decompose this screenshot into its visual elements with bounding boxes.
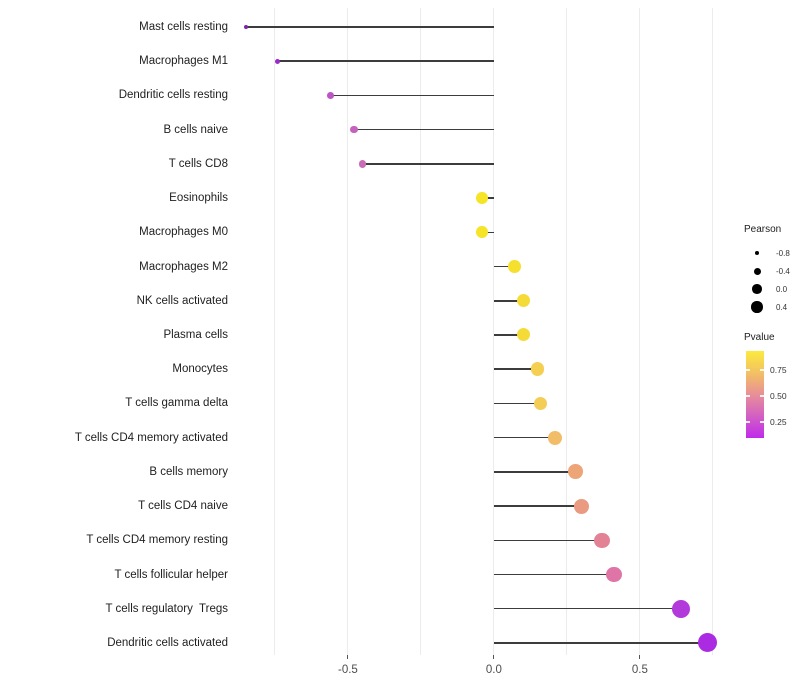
lollipop-dot <box>516 294 530 308</box>
lollipop-dot <box>476 226 489 239</box>
lollipop-dot <box>476 192 489 204</box>
gridline-x <box>566 8 568 655</box>
lollipop-stem <box>362 163 494 165</box>
size-legend-label: -0.4 <box>776 266 790 276</box>
y-axis-category-label: Plasma cells <box>163 328 228 341</box>
y-axis-category-label: Monocytes <box>172 363 228 376</box>
gridline-x <box>274 8 276 655</box>
pvalue-colorbar <box>746 351 764 438</box>
size-legend-dot <box>752 284 762 294</box>
size-legend-dot <box>755 251 759 255</box>
lollipop-dot <box>594 532 610 549</box>
lollipop-dot <box>671 599 690 618</box>
y-axis-category-label: Macrophages M2 <box>139 260 228 273</box>
colorbar-tick <box>746 369 750 372</box>
size-legend-dot <box>751 301 763 313</box>
lollipop-stem <box>493 265 515 268</box>
y-axis-category-label: T cells CD4 naive <box>138 500 228 513</box>
colorbar-tick-label: 0.25 <box>770 417 787 428</box>
y-axis-category-label: Mast cells resting <box>139 21 228 33</box>
y-axis-category-label: T cells follicular helper <box>114 568 228 581</box>
colorbar-tick <box>746 421 750 424</box>
x-axis-tick <box>493 655 495 659</box>
lollipop-stem <box>330 94 494 97</box>
gridline-x <box>712 8 714 655</box>
size-legend-dot <box>753 267 761 275</box>
y-axis-category-label: B cells memory <box>149 465 228 478</box>
lollipop-dot <box>516 328 530 342</box>
colorbar-tick-label: 0.50 <box>770 391 787 402</box>
lollipop-stem <box>493 573 614 576</box>
lollipop-dot <box>574 498 589 514</box>
lollipop-stem <box>493 402 541 405</box>
size-legend-entry: 0.0 <box>744 280 787 298</box>
x-axis-tick-label: 0.5 <box>631 664 648 676</box>
colorbar-tick <box>746 395 750 398</box>
colorbar-tick-label: 0.75 <box>770 365 787 376</box>
lollipop-dot <box>243 25 248 29</box>
colorbar-tick <box>760 421 764 424</box>
size-legend-title: Pearson <box>744 224 782 235</box>
colorbar-tick <box>760 369 764 372</box>
y-axis-category-label: T cells CD8 <box>168 157 228 170</box>
gridline-x <box>420 8 422 655</box>
gridline-x <box>493 8 495 655</box>
lollipop-dot <box>327 92 334 99</box>
lollipop-dot <box>530 362 545 376</box>
y-axis-category-label: T cells gamma delta <box>125 397 228 410</box>
x-axis-tick <box>639 655 641 659</box>
gridline-x <box>347 8 349 655</box>
gridline-x <box>639 8 641 655</box>
lollipop-stem <box>277 60 494 62</box>
size-legend-label: 0.0 <box>776 284 788 294</box>
lollipop-dot <box>507 260 521 273</box>
size-legend-entry: -0.4 <box>744 262 790 280</box>
y-axis-category-label: Macrophages M0 <box>139 226 228 239</box>
y-axis-category-label: Dendritic cells activated <box>107 636 228 649</box>
y-axis-category-label: NK cells activated <box>136 294 228 307</box>
y-axis-category-label: Dendritic cells resting <box>118 89 228 102</box>
size-legend-label: 0.4 <box>776 302 788 312</box>
lollipop-stem <box>493 642 708 644</box>
lollipop-stem <box>493 505 582 507</box>
lollipop-dot <box>350 125 358 134</box>
lollipop-dot <box>548 430 563 445</box>
lollipop-stem <box>493 334 524 336</box>
lollipop-dot <box>358 159 367 168</box>
lollipop-stem <box>245 26 494 28</box>
lollipop-stem <box>493 607 681 610</box>
lollipop-dot <box>697 633 717 653</box>
lollipop-dot <box>605 566 622 583</box>
lollipop-stem <box>493 471 576 473</box>
x-axis-tick-label: 0.0 <box>485 664 502 676</box>
colorbar-tick <box>760 395 764 398</box>
x-axis-tick <box>347 655 349 659</box>
lollipop-stem <box>493 368 538 370</box>
y-axis-category-label: T cells regulatory Tregs <box>105 602 228 615</box>
lollipop-stem <box>482 231 494 234</box>
lollipop-stem <box>493 300 524 302</box>
y-axis-category-label: B cells naive <box>163 123 228 136</box>
lollipop-stem <box>353 128 494 131</box>
lollipop-stem <box>493 436 556 439</box>
lollipop-dot <box>275 58 281 64</box>
size-legend-label: -0.8 <box>776 248 790 258</box>
lollipop-stem <box>482 197 494 199</box>
y-axis-category-label: T cells CD4 memory activated <box>74 431 228 444</box>
size-legend-entry: -0.8 <box>744 244 790 262</box>
color-legend-title: Pvalue <box>744 332 775 343</box>
y-axis-category-label: T cells CD4 memory resting <box>86 534 228 547</box>
y-axis-category-label: Macrophages M1 <box>139 55 228 68</box>
size-legend-entry: 0.4 <box>744 298 787 316</box>
y-axis-category-label: Eosinophils <box>169 192 228 205</box>
lollipop-dot <box>533 396 548 411</box>
lollipop-dot <box>568 464 583 480</box>
lollipop-stem <box>493 539 602 542</box>
x-axis-tick-label: -0.5 <box>338 664 358 676</box>
